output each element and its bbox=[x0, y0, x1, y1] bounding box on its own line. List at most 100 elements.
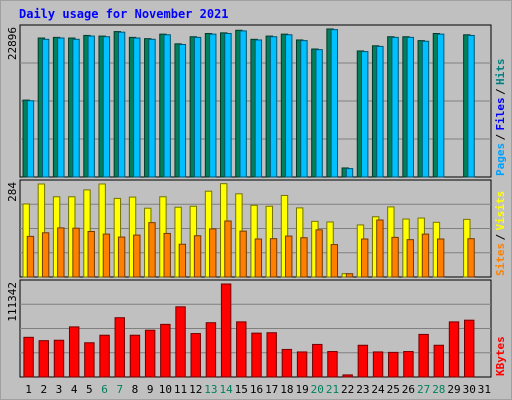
x-tick-label: 4 bbox=[71, 383, 78, 396]
bar-files-11 bbox=[178, 43, 187, 178]
bar-files-26 bbox=[406, 36, 414, 178]
bar-sites-20 bbox=[315, 229, 323, 278]
bar-files-15 bbox=[239, 30, 247, 178]
panel-max-label: 22896 bbox=[6, 27, 19, 60]
x-tick-label: 11 bbox=[174, 383, 187, 396]
bar-sites-18 bbox=[285, 235, 293, 278]
bar-files-18 bbox=[285, 34, 293, 178]
bar-sites-3 bbox=[57, 227, 65, 278]
bar-kbytes-5 bbox=[84, 342, 95, 378]
bar-visits-6 bbox=[98, 183, 106, 278]
x-tick-label: 27 bbox=[417, 383, 430, 396]
bar-kbytes-11 bbox=[175, 306, 186, 378]
x-tick-label: 8 bbox=[132, 383, 139, 396]
bar-files-17 bbox=[269, 36, 278, 178]
bar-files-4 bbox=[72, 38, 80, 178]
bar-kbytes-22 bbox=[342, 374, 353, 378]
bar-kbytes-26 bbox=[403, 351, 414, 378]
bar-kbytes-23 bbox=[357, 344, 369, 378]
bar-sites-15 bbox=[239, 230, 247, 278]
bar-sites-7 bbox=[117, 236, 126, 278]
bar-sites-12 bbox=[193, 235, 202, 278]
bar-sites-27 bbox=[421, 233, 430, 278]
bar-files-25 bbox=[391, 36, 399, 178]
bar-sites-26 bbox=[406, 239, 414, 278]
x-tick-label: 7 bbox=[116, 383, 123, 396]
bar-kbytes-9 bbox=[144, 329, 156, 378]
bar-sites-6 bbox=[102, 233, 111, 278]
bar-files-20 bbox=[315, 49, 323, 178]
bar-sites-30 bbox=[467, 238, 475, 278]
bar-sites-13 bbox=[209, 228, 217, 278]
bar-files-13 bbox=[209, 33, 217, 178]
bar-sites-11 bbox=[178, 243, 187, 278]
bar-kbytes-20 bbox=[312, 343, 323, 378]
x-tick-label: 10 bbox=[159, 383, 172, 396]
legend-separator: / bbox=[494, 134, 507, 141]
bar-kbytes-17 bbox=[266, 332, 277, 378]
bar-files-6 bbox=[102, 36, 111, 178]
bar-files-19 bbox=[300, 40, 308, 178]
bar-files-7 bbox=[117, 31, 126, 178]
bar-files-8 bbox=[133, 37, 141, 178]
bar-visits-11 bbox=[174, 206, 182, 278]
bar-sites-25 bbox=[391, 236, 399, 278]
x-tick-label: 28 bbox=[432, 383, 445, 396]
bar-files-12 bbox=[193, 36, 202, 178]
bar-kbytes-27 bbox=[418, 333, 429, 378]
bar-files-1 bbox=[26, 100, 35, 178]
bar-sites-1 bbox=[26, 235, 35, 278]
bar-kbytes-18 bbox=[281, 348, 293, 378]
x-tick-label: 3 bbox=[56, 383, 63, 396]
chart-title: Daily usage for November 2021 bbox=[19, 7, 229, 21]
bar-sites-24 bbox=[376, 219, 384, 278]
bar-kbytes-25 bbox=[388, 351, 399, 378]
legend-files: Files bbox=[494, 97, 507, 130]
x-tick-label: 21 bbox=[326, 383, 339, 396]
x-tick-label: 1 bbox=[25, 383, 32, 396]
bar-kbytes-1 bbox=[23, 336, 34, 378]
bar-sites-19 bbox=[300, 237, 308, 278]
bar-sites-10 bbox=[163, 232, 171, 278]
bar-sites-22 bbox=[345, 273, 354, 278]
bar-files-16 bbox=[254, 39, 263, 178]
bar-kbytes-15 bbox=[236, 321, 247, 378]
x-tick-label: 2 bbox=[40, 383, 47, 396]
bar-sites-2 bbox=[41, 232, 50, 278]
bar-sites-23 bbox=[361, 238, 369, 278]
x-tick-label: 25 bbox=[387, 383, 400, 396]
x-tick-label: 17 bbox=[265, 383, 278, 396]
legend-visits: Visits bbox=[494, 191, 507, 231]
x-tick-label: 20 bbox=[311, 383, 324, 396]
legend-kbytes: KBytes bbox=[494, 336, 507, 376]
legend-sites: Sites bbox=[494, 243, 507, 276]
bar-kbytes-6 bbox=[99, 334, 110, 378]
bar-sites-8 bbox=[133, 234, 141, 278]
panel-max-label: 284 bbox=[6, 182, 19, 202]
bar-sites-17 bbox=[269, 238, 278, 278]
bar-kbytes-7 bbox=[114, 317, 125, 378]
bar-kbytes-24 bbox=[372, 351, 384, 378]
x-tick-label: 24 bbox=[371, 383, 385, 396]
x-tick-label: 23 bbox=[356, 383, 369, 396]
x-tick-label: 6 bbox=[101, 383, 108, 396]
x-tick-label: 16 bbox=[250, 383, 263, 396]
x-tick-label: 19 bbox=[295, 383, 308, 396]
bar-files-22 bbox=[345, 168, 354, 178]
panel-max-label: 111342 bbox=[6, 282, 19, 322]
bar-files-30 bbox=[467, 34, 475, 178]
bar-kbytes-28 bbox=[433, 344, 445, 378]
bar-files-28 bbox=[436, 33, 445, 178]
bar-kbytes-29 bbox=[448, 321, 460, 378]
bar-kbytes-30 bbox=[463, 319, 475, 378]
bar-files-10 bbox=[163, 34, 171, 178]
bar-kbytes-8 bbox=[129, 334, 141, 378]
x-tick-label: 30 bbox=[463, 383, 476, 396]
bar-files-5 bbox=[87, 35, 95, 178]
x-tick-label: 29 bbox=[447, 383, 460, 396]
bar-sites-16 bbox=[254, 238, 263, 278]
bar-files-23 bbox=[361, 51, 369, 178]
bar-kbytes-3 bbox=[53, 339, 65, 378]
x-tick-label: 13 bbox=[204, 383, 217, 396]
bar-kbytes-2 bbox=[38, 340, 50, 378]
